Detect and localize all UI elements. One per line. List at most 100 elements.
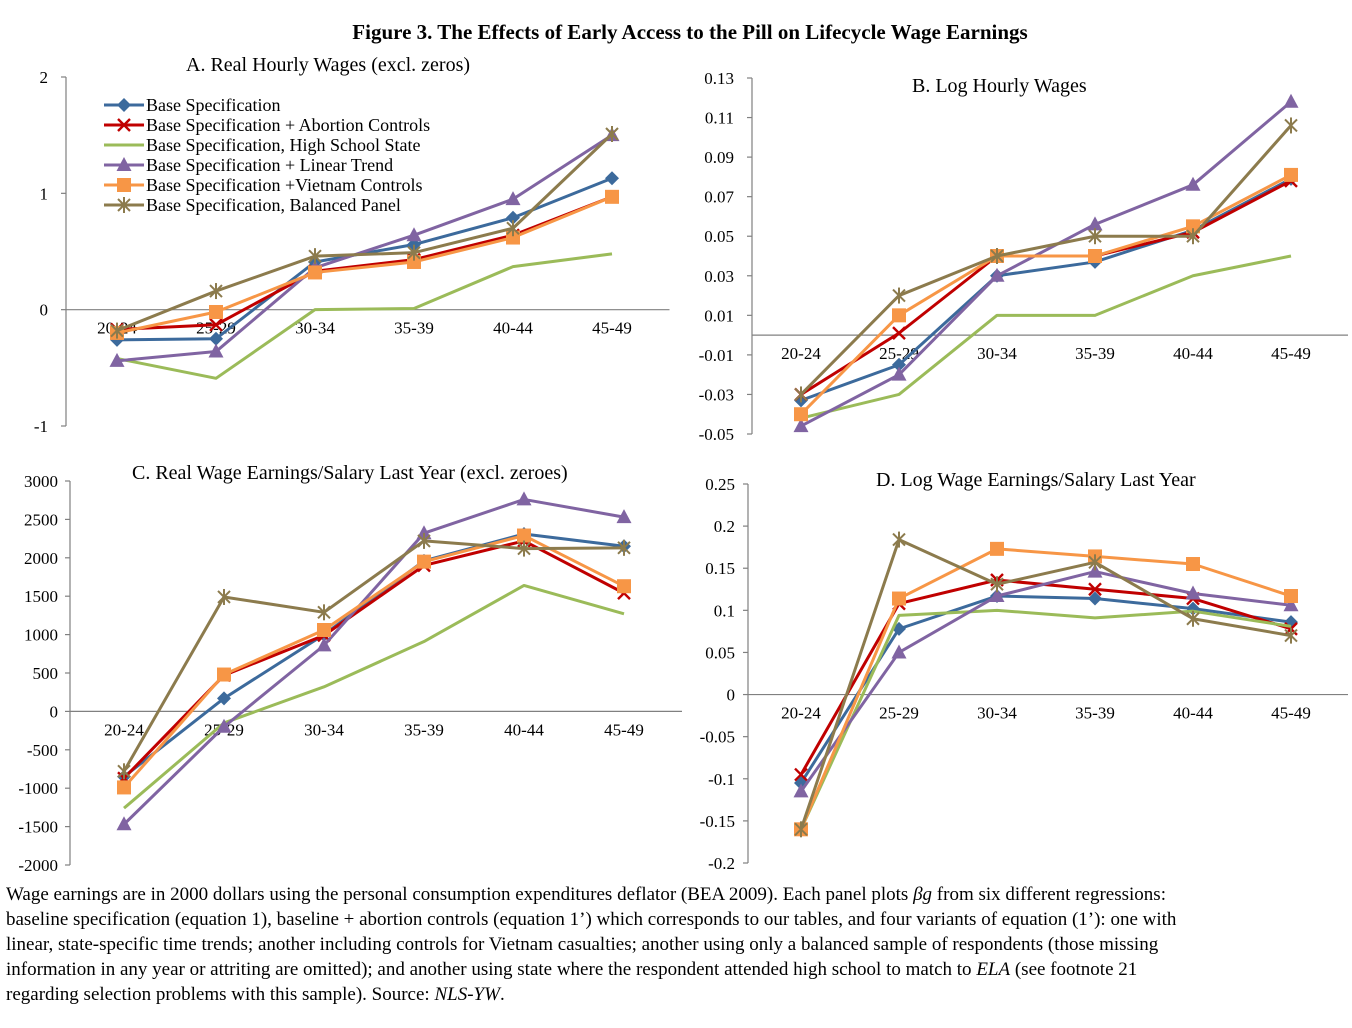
x-marker-stroke [209, 317, 223, 332]
panel-b-series-1 [794, 171, 1298, 408]
series-4-point [616, 509, 632, 524]
panel-d-series-1 [794, 589, 1298, 790]
panel-c: C. Real Wage Earnings/Salary Last Year (… [18, 462, 682, 875]
series-6-point [1284, 627, 1298, 644]
series-1-point [217, 691, 231, 706]
y-tick-label: -0.03 [699, 385, 734, 404]
y-tick-label: -2000 [18, 856, 58, 875]
series-line [122, 539, 625, 773]
series-2-point [892, 326, 906, 340]
beta-symbol: βg [913, 884, 933, 905]
series-4-point [109, 352, 125, 367]
series-4-point [793, 418, 809, 433]
y-tick-label: 1 [40, 184, 49, 203]
y-tick-label: 1000 [24, 626, 58, 645]
series-6-point [217, 588, 231, 605]
x-marker-stroke [892, 326, 906, 340]
legend-label: Base Specification, High School State [146, 135, 420, 155]
series-6-point [517, 540, 531, 557]
y-tick-label: -0.2 [708, 854, 735, 873]
series-5-point [209, 304, 223, 319]
series-4-point [793, 783, 809, 798]
y-tick-label: 0.09 [704, 148, 734, 167]
series-6-point [506, 220, 520, 237]
series-2-point [209, 317, 223, 332]
series-5-point [892, 591, 906, 606]
legend-label: Base Specification, Balanced Panel [146, 195, 401, 215]
panel-d-series-4 [793, 563, 1299, 798]
series-6-point [990, 248, 1004, 264]
legend-marker-point [116, 157, 132, 171]
series-line [123, 532, 625, 778]
series-6-point [117, 763, 131, 780]
series-5-point [417, 554, 431, 569]
y-tick-label: -0.1 [708, 770, 735, 789]
x-tick-label: 40-44 [493, 319, 533, 338]
series-6-point [417, 532, 431, 549]
series-line [799, 608, 1292, 830]
series-5-point [892, 308, 906, 323]
y-tick-label: 2500 [24, 510, 58, 529]
series-6-point [794, 821, 808, 838]
x-marker-stroke [1088, 582, 1102, 597]
series-5-point [1186, 219, 1200, 234]
series-5-point [1284, 167, 1298, 182]
panel-b-series-5 [794, 167, 1298, 422]
series-1-point [506, 210, 520, 225]
x-tick-label: 45-49 [604, 720, 644, 739]
y-tick-label: -0.15 [700, 812, 735, 831]
series-5-point [794, 407, 808, 422]
series-line [799, 538, 1292, 830]
y-tick-label: 0.1 [714, 601, 735, 620]
series-4-point [208, 343, 224, 358]
series-6-point [1088, 554, 1102, 571]
legend-marker-point [117, 197, 131, 213]
legend-label: Base Specification + Abortion Controls [146, 115, 430, 135]
panel-c-series-4 [116, 491, 632, 831]
series-line [799, 173, 1292, 416]
series-line [116, 195, 613, 331]
series-4-point [1087, 216, 1103, 231]
figure-caption: Wage earnings are in 2000 dollars using … [6, 882, 1352, 1007]
series-4-point [316, 637, 332, 652]
x-marker-stroke [117, 118, 131, 132]
x-tick-label: 35-39 [1075, 704, 1115, 723]
panel-c-series-6 [117, 532, 631, 780]
legend-label: Base Specification + Linear Trend [146, 155, 393, 175]
x-tick-label: 20-24 [781, 344, 821, 363]
series-6-point [407, 244, 421, 261]
series-6-point [317, 604, 331, 621]
series-4-point [989, 588, 1005, 603]
y-tick-label: -0.01 [699, 346, 734, 365]
series-4-point [505, 191, 521, 206]
y-tick-label: 0.11 [705, 109, 734, 128]
series-6-point [1186, 610, 1200, 627]
caption-line-2: baseline specification (equation 1), bas… [6, 909, 1177, 930]
y-tick-label: 0.01 [704, 306, 734, 325]
series-5-point [1186, 557, 1200, 572]
x-tick-label: 35-39 [404, 720, 444, 739]
y-tick-label: 2 [40, 68, 49, 87]
series-6-point [892, 287, 906, 304]
y-tick-label: 0.05 [704, 227, 734, 246]
panel-a-series-5 [110, 189, 619, 340]
y-tick-label: 3000 [24, 472, 58, 491]
series-4-point [406, 227, 422, 242]
series-4-point [1283, 93, 1299, 108]
panel-c-series-1 [117, 526, 631, 784]
y-tick-label: 500 [33, 664, 59, 683]
charts-svg: A. Real Hourly Wages (excl. zeros) -1 0 1 2 2… [18, 54, 1348, 875]
panel-b-series-4 [793, 93, 1299, 433]
series-5-point [308, 265, 322, 280]
panel-a-series-6 [110, 126, 619, 339]
x-tick-label: 40-44 [504, 720, 544, 739]
series-5-point [605, 189, 619, 204]
y-tick-label: 0.2 [714, 517, 735, 536]
series-5-point [217, 667, 231, 682]
series-6-point [990, 576, 1004, 593]
series-4-point [116, 816, 132, 831]
y-tick-label: 0.15 [705, 559, 735, 578]
series-4-point [1283, 597, 1299, 612]
series-4-point [989, 267, 1005, 282]
x-tick-label: 45-49 [1271, 704, 1311, 723]
